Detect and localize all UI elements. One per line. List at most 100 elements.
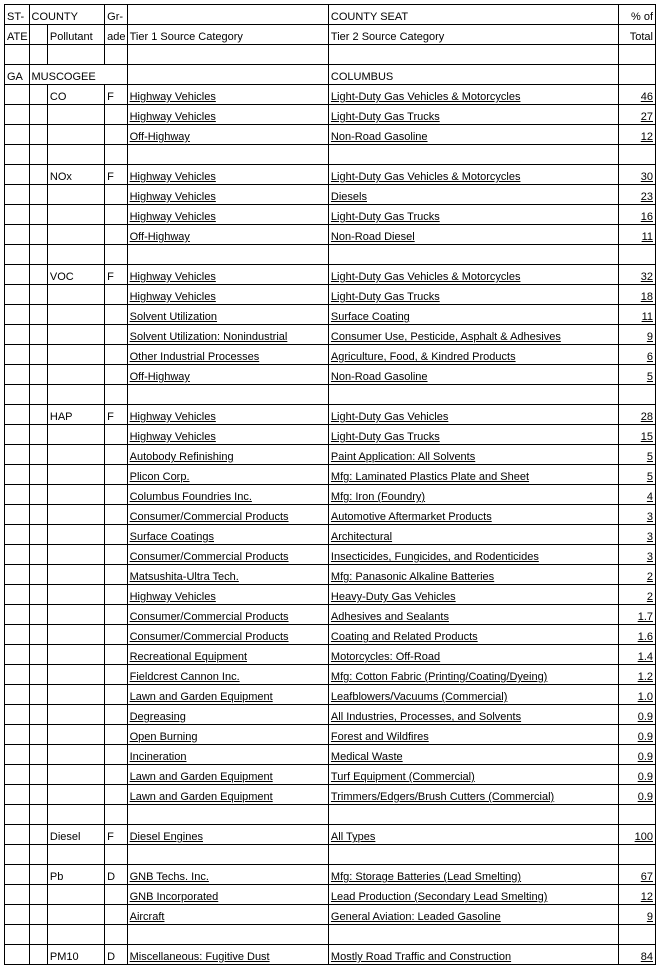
pct-cell: 27 (619, 105, 656, 125)
tier2-cell: Mfg: Panasonic Alkaline Batteries (328, 565, 618, 585)
hdr-tier2: Tier 2 Source Category (328, 25, 618, 45)
grade: D (105, 945, 127, 965)
pct-cell: 0.9 (619, 765, 656, 785)
tier1-cell: Matsushita-Ultra Tech. (127, 565, 328, 585)
tier1-cell: Solvent Utilization (127, 305, 328, 325)
tier1-cell: Off-Highway (127, 365, 328, 385)
tier1-cell: Highway Vehicles (127, 585, 328, 605)
tier2-cell: Non-Road Gasoline (328, 365, 618, 385)
tier1-cell: Plicon Corp. (127, 465, 328, 485)
tier2-cell: Mfg: Storage Batteries (Lead Smelting) (328, 865, 618, 885)
tier2-cell: Forest and Wildfires (328, 725, 618, 745)
pct-cell: 9 (619, 325, 656, 345)
pct-cell: 5 (619, 465, 656, 485)
pct-cell: 15 (619, 425, 656, 445)
grade: D (105, 865, 127, 885)
pct-cell: 5 (619, 365, 656, 385)
tier2-cell: Non-Road Diesel (328, 225, 618, 245)
grade: F (105, 85, 127, 105)
tier1-cell: Highway Vehicles (127, 265, 328, 285)
tier1-cell: Highway Vehicles (127, 165, 328, 185)
pct-cell: 0.9 (619, 785, 656, 805)
tier1-cell: Highway Vehicles (127, 425, 328, 445)
tier2-cell: Mfg: Iron (Foundry) (328, 485, 618, 505)
grade: F (105, 165, 127, 185)
tier1-cell: Surface Coatings (127, 525, 328, 545)
pct-cell: 5 (619, 445, 656, 465)
pct-cell: 18 (619, 285, 656, 305)
tier1-cell: Off-Highway (127, 225, 328, 245)
pct-cell: 1.2 (619, 665, 656, 685)
county-seat: COLUMBUS (328, 65, 618, 85)
tier1-cell: Incineration (127, 745, 328, 765)
pct-cell: 0.9 (619, 745, 656, 765)
tier2-cell: Light-Duty Gas Vehicles (328, 405, 618, 425)
pct-cell: 9 (619, 905, 656, 925)
pct-cell: 100 (619, 825, 656, 845)
tier1-cell: Consumer/Commercial Products (127, 505, 328, 525)
tier1-cell: Diesel Engines (127, 825, 328, 845)
tier2-cell: Agriculture, Food, & Kindred Products (328, 345, 618, 365)
tier2-cell: Medical Waste (328, 745, 618, 765)
tier1-cell: Other Industrial Processes (127, 345, 328, 365)
tier1-cell: Fieldcrest Cannon Inc. (127, 665, 328, 685)
tier2-cell: Lead Production (Secondary Lead Smelting… (328, 885, 618, 905)
pct-cell: 16 (619, 205, 656, 225)
hdr-tier1: Tier 1 Source Category (127, 25, 328, 45)
tier2-cell: Light-Duty Gas Vehicles & Motorcycles (328, 165, 618, 185)
tier1-cell: Consumer/Commercial Products (127, 545, 328, 565)
tier1-cell: Highway Vehicles (127, 185, 328, 205)
tier1-cell: Consumer/Commercial Products (127, 625, 328, 645)
grade: F (105, 405, 127, 425)
tier1-cell: Degreasing (127, 705, 328, 725)
tier1-cell: Autobody Refinishing (127, 445, 328, 465)
pct-cell: 2 (619, 565, 656, 585)
tier1-cell: Highway Vehicles (127, 105, 328, 125)
tier1-cell: Lawn and Garden Equipment (127, 685, 328, 705)
tier1-cell: Highway Vehicles (127, 285, 328, 305)
tier2-cell: Paint Application: All Solvents (328, 445, 618, 465)
tier2-cell: Trimmers/Edgers/Brush Cutters (Commercia… (328, 785, 618, 805)
pct-cell: 1.0 (619, 685, 656, 705)
tier2-cell: Heavy-Duty Gas Vehicles (328, 585, 618, 605)
tier2-cell: Light-Duty Gas Trucks (328, 425, 618, 445)
pct-cell: 11 (619, 305, 656, 325)
pct-cell: 30 (619, 165, 656, 185)
tier2-cell: Light-Duty Gas Trucks (328, 285, 618, 305)
grade: F (105, 265, 127, 285)
tier2-cell: All Types (328, 825, 618, 845)
tier1-cell: Highway Vehicles (127, 205, 328, 225)
pollutant: Diesel (47, 825, 104, 845)
pollutant: HAP (47, 405, 104, 425)
hdr-county-seat: COUNTY SEAT (328, 5, 618, 25)
pct-cell: 28 (619, 405, 656, 425)
emissions-table: ST-COUNTYGr-COUNTY SEAT% ofATEPollutanta… (4, 4, 656, 965)
tier2-cell: Mfg: Cotton Fabric (Printing/Coating/Dye… (328, 665, 618, 685)
state-code: GA (5, 65, 30, 85)
tier1-cell: GNB Techs. Inc. (127, 865, 328, 885)
tier2-cell: Architectural (328, 525, 618, 545)
pct-cell: 6 (619, 345, 656, 365)
tier1-cell: Aircraft (127, 905, 328, 925)
tier2-cell: Adhesives and Sealants (328, 605, 618, 625)
tier2-cell: Insecticides, Fungicides, and Rodenticid… (328, 545, 618, 565)
pct-cell: 4 (619, 485, 656, 505)
pct-cell: 84 (619, 945, 656, 965)
tier2-cell: Mfg: Laminated Plastics Plate and Sheet (328, 465, 618, 485)
pct-cell: 1.6 (619, 625, 656, 645)
tier2-cell: All Industries, Processes, and Solvents (328, 705, 618, 725)
pct-cell: 1.7 (619, 605, 656, 625)
pct-cell: 0.9 (619, 705, 656, 725)
pct-cell: 12 (619, 885, 656, 905)
tier1-cell: Solvent Utilization: Nonindustrial (127, 325, 328, 345)
tier2-cell: Surface Coating (328, 305, 618, 325)
pct-cell: 1.4 (619, 645, 656, 665)
tier2-cell: Light-Duty Gas Vehicles & Motorcycles (328, 85, 618, 105)
pct-cell: 0.9 (619, 725, 656, 745)
pollutant: Pb (47, 865, 104, 885)
tier2-cell: Light-Duty Gas Vehicles & Motorcycles (328, 265, 618, 285)
pct-cell: 23 (619, 185, 656, 205)
tier2-cell: Motorcycles: Off-Road (328, 645, 618, 665)
tier1-cell: Off-Highway (127, 125, 328, 145)
tier2-cell: General Aviation: Leaded Gasoline (328, 905, 618, 925)
